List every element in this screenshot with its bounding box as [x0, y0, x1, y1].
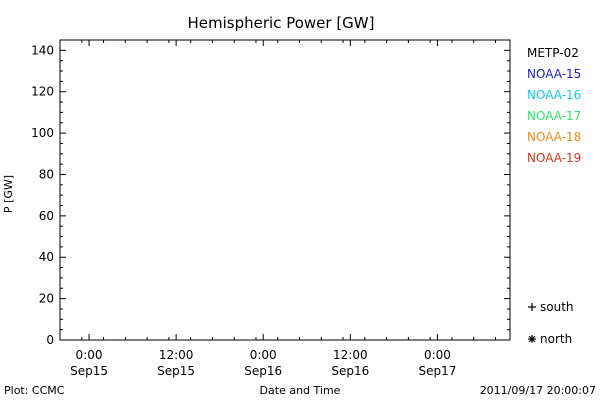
y-tick-label: 120 — [31, 85, 54, 99]
x-tick-time-label: 12:00 — [159, 348, 194, 362]
y-tick-label: 140 — [31, 43, 54, 57]
legend-marker-label-north: north — [540, 332, 572, 346]
legend-marker-north — [528, 335, 536, 343]
x-tick-date-label: Sep16 — [244, 364, 282, 378]
legend-entry-noaa-19: NOAA-19 — [527, 151, 581, 165]
axes-frame — [59, 39, 511, 341]
x-tick-date-label: Sep17 — [418, 364, 456, 378]
plot-area: 0 20 40 60 80 100 120 140 0:00 Sep15 12:00 Sep15 0:0… — [31, 39, 511, 378]
y-axis-label: P [GW] — [2, 175, 15, 213]
chart-title: Hemispheric Power [GW] — [188, 14, 375, 32]
legend-entry-noaa-15: NOAA-15 — [527, 67, 581, 81]
y-tick-label: 40 — [39, 250, 54, 264]
x-tick-time-label: 0:00 — [250, 348, 277, 362]
x-tick-date-label: Sep15 — [157, 364, 195, 378]
y-tick-label: 20 — [39, 292, 54, 306]
x-tick-date-label: Sep16 — [331, 364, 369, 378]
legend-entry-metp-02: METP-02 — [527, 46, 579, 60]
legend-entry-noaa-16: NOAA-16 — [527, 88, 581, 102]
footer-timestamp: 2011/09/17 20:00:07 — [480, 384, 596, 397]
x-tick-date-label: Sep15 — [70, 364, 108, 378]
footer-plot-credit: Plot: CCMC — [4, 384, 65, 397]
y-tick-label: 60 — [39, 209, 54, 223]
legend-marker-south — [528, 303, 536, 311]
x-tick-time-label: 12:00 — [333, 348, 368, 362]
legend: METP-02 NOAA-15 NOAA-16 NOAA-17 NOAA-18 NOAA-… — [527, 46, 581, 346]
legend-entry-noaa-18: NOAA-18 — [527, 130, 581, 144]
y-tick-label: 80 — [39, 167, 54, 181]
legend-entry-noaa-17: NOAA-17 — [527, 109, 581, 123]
legend-marker-label-south: south — [540, 300, 574, 314]
y-tick-label: 0 — [46, 333, 54, 347]
y-tick-label: 100 — [31, 126, 54, 140]
x-tick-time-label: 0:00 — [424, 348, 451, 362]
x-tick-time-label: 0:00 — [76, 348, 103, 362]
x-axis-label: Date and Time — [260, 384, 341, 397]
